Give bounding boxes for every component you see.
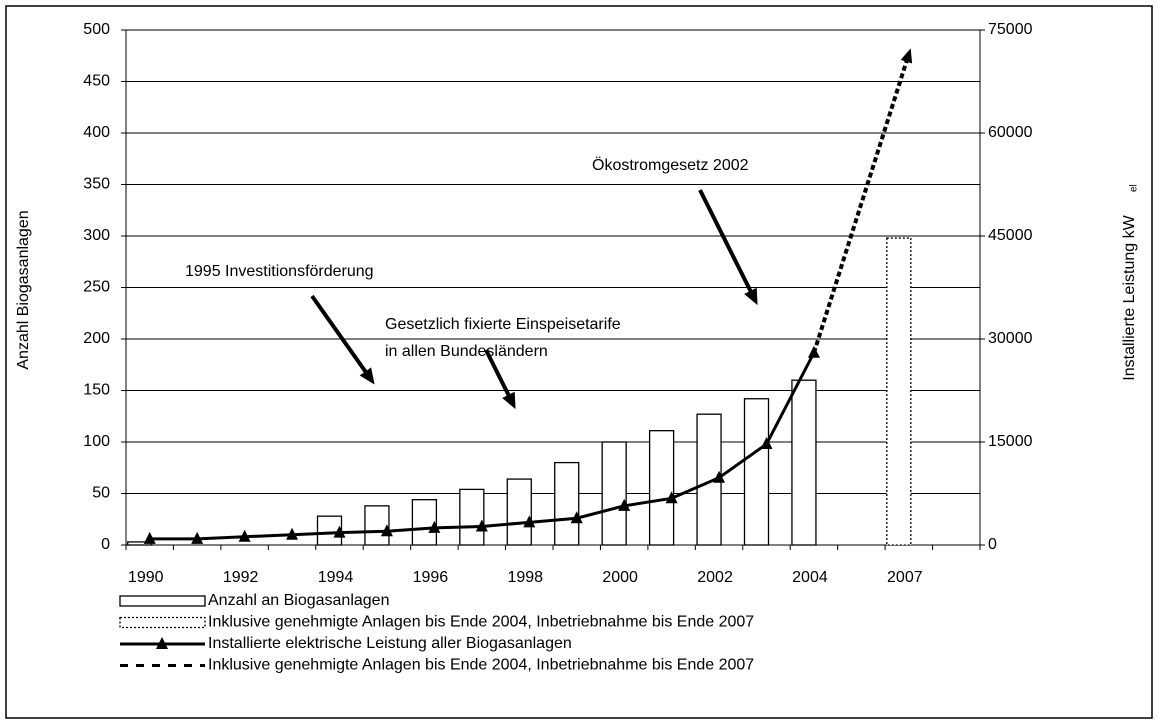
y-tick-label: 50	[92, 485, 110, 502]
legend-label: Installierte elektrische Leistung aller …	[208, 635, 572, 652]
marker	[523, 515, 536, 528]
legend-label: Inklusive genehmigte Anlagen bis Ende 20…	[208, 614, 754, 631]
marker	[428, 520, 441, 533]
bar	[554, 461, 580, 546]
bar	[506, 478, 532, 546]
bar	[411, 499, 438, 546]
y-tick-label: 400	[83, 124, 110, 141]
y-tick-label: 300	[83, 227, 110, 244]
marker	[143, 531, 156, 544]
annotation: in allen Bundesländern	[385, 343, 548, 360]
y-tick-label: 250	[83, 279, 110, 296]
marker	[286, 527, 299, 540]
bar	[364, 505, 390, 546]
y-tick-label: 0	[101, 536, 110, 553]
y2-tick-label: 60000	[988, 124, 1033, 141]
x-tick-label: 2000	[602, 569, 638, 586]
x-tick-label: 1996	[413, 569, 449, 586]
y-tick-label: 200	[83, 330, 110, 347]
annotation-arrow	[310, 294, 372, 380]
y2-tick-label: 30000	[988, 330, 1033, 347]
x-tick-label: 2007	[887, 569, 923, 586]
annotation-arrow	[484, 349, 514, 403]
marker	[665, 491, 678, 504]
y2-tick-label: 75000	[988, 21, 1033, 38]
bar	[886, 237, 912, 546]
bar	[648, 430, 675, 546]
y2-tick-label: 45000	[988, 227, 1033, 244]
annotation-arrowhead	[502, 391, 516, 410]
y2-axis-label-sub: el	[1129, 184, 1140, 192]
marker	[618, 498, 631, 511]
bar	[791, 379, 817, 546]
y-tick-label: 500	[83, 21, 110, 38]
marker	[570, 511, 583, 524]
marker	[380, 524, 393, 537]
bar	[743, 398, 770, 546]
bar	[459, 488, 485, 546]
y2-axis-label-group: Installierte Leistung kW el	[1121, 184, 1139, 381]
marker	[475, 519, 488, 532]
legend-marker	[156, 637, 168, 649]
line	[812, 53, 911, 354]
legend-swatch	[119, 595, 206, 607]
annotation: Gesetzlich fixierte Einspeisetarife	[385, 316, 621, 333]
arrowhead	[900, 48, 913, 64]
x-tick-label: 1992	[223, 569, 259, 586]
marker	[333, 525, 346, 538]
x-tick-label: 1994	[318, 569, 354, 586]
annotation-arrowhead	[744, 287, 758, 306]
marker	[713, 470, 726, 483]
y-tick-label: 350	[83, 176, 110, 193]
annotation-arrow	[698, 189, 756, 299]
x-tick-label: 2002	[697, 569, 733, 586]
y2-axis-label: Installierte Leistung kW	[1121, 214, 1138, 380]
marker	[191, 531, 204, 544]
marker	[760, 437, 773, 450]
y2-tick-label: 15000	[988, 433, 1033, 450]
x-tick-label: 1990	[128, 569, 164, 586]
y-axis-label: Anzahl Biogasanlagen	[15, 210, 32, 369]
y-tick-label: 100	[83, 433, 110, 450]
legend-label: Inklusive genehmigte Anlagen bis Ende 20…	[208, 657, 754, 674]
y-tick-label: 450	[83, 73, 110, 90]
y-tick-label: 150	[83, 382, 110, 399]
annotation: 1995 Investitionsförderung	[185, 263, 374, 280]
bar	[601, 441, 627, 546]
annotation: Ökostromgesetz 2002	[592, 156, 749, 174]
y2-tick-label: 0	[988, 536, 997, 553]
x-tick-label: 1998	[507, 569, 543, 586]
x-tick-label: 2004	[792, 569, 828, 586]
legend-swatch	[119, 616, 206, 629]
marker	[238, 529, 251, 542]
annotation-arrowhead	[359, 367, 375, 385]
legend-label: Anzahl an Biogasanlagen	[208, 592, 389, 609]
